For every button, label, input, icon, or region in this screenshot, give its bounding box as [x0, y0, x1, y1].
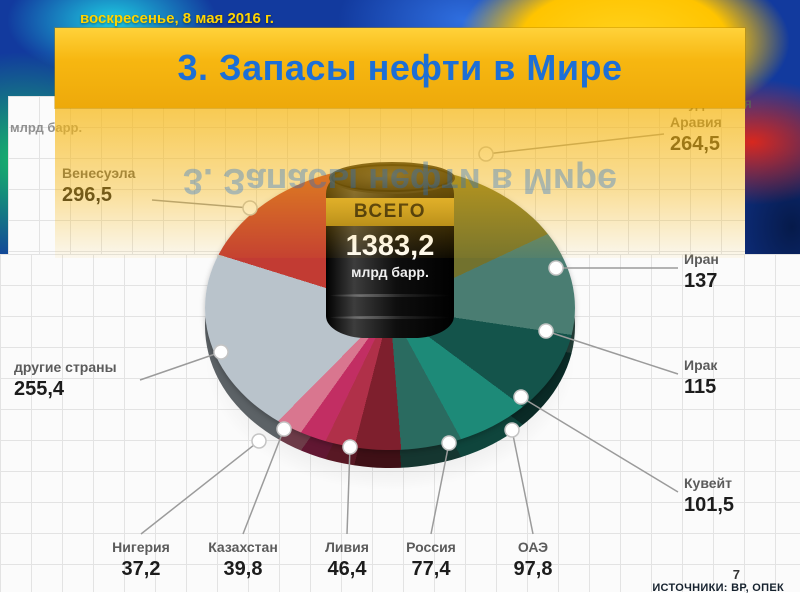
callout-marker-russia	[441, 435, 457, 451]
callout-marker-libya	[342, 439, 358, 455]
callout-line-uae	[511, 429, 534, 535]
label-others-value: 255,4	[14, 378, 65, 400]
slide-title: 3. Запасы нефти в Мире	[177, 47, 623, 88]
label-kazakhstan-value: 39,8	[223, 558, 263, 580]
callout-line-others	[139, 351, 222, 381]
barrel-rib	[329, 316, 451, 319]
label-libya: Ливия 46,4	[302, 538, 392, 581]
callout-marker-kuwait	[513, 389, 529, 405]
callout-marker-uae	[504, 422, 520, 438]
slide-date: воскресенье, 8 мая 2016 г.	[80, 10, 274, 27]
barrel-rib	[329, 294, 451, 297]
label-iraq-name: Ирак	[684, 357, 718, 373]
callout-line-nigeria	[140, 440, 260, 535]
label-kuwait-name: Кувейт	[684, 475, 733, 491]
callout-line-russia	[430, 442, 450, 535]
label-libya-name: Ливия	[325, 539, 369, 555]
label-kazakhstan: Казахстан 39,8	[198, 538, 288, 581]
barrel-total-unit: млрд барр.	[351, 264, 429, 280]
label-uae: ОАЭ 97,8	[488, 538, 578, 581]
label-russia-value: 77,4	[411, 558, 451, 580]
label-others-name: другие страны	[14, 359, 117, 375]
callout-marker-kazakhstan	[276, 421, 292, 437]
slide-title-reflection: 3. Запасы нефти в Мире	[183, 161, 617, 202]
label-russia: Россия 77,4	[386, 538, 476, 581]
label-iran-value: 137	[684, 270, 718, 292]
label-nigeria-name: Нигерия	[112, 539, 170, 555]
page-number: 7	[732, 567, 740, 582]
label-uae-name: ОАЭ	[517, 539, 549, 555]
callout-line-libya	[346, 446, 351, 535]
callout-marker-nigeria	[251, 433, 267, 449]
callout-line-kazakhstan	[242, 428, 285, 535]
callout-marker-iraq	[538, 323, 554, 339]
label-kazakhstan-name: Казахстан	[208, 539, 278, 555]
label-nigeria: Нигерия 37,2	[96, 538, 186, 581]
callout-line-kuwait	[520, 396, 679, 493]
callout-line-iraq	[545, 330, 679, 375]
label-libya-value: 46,4	[327, 558, 367, 580]
title-banner-reflection: 3. Запасы нефти в Мире	[55, 108, 745, 258]
label-kuwait-value: 101,5	[684, 494, 735, 516]
callout-marker-iran	[548, 260, 564, 276]
label-kuwait: Кувейт 101,5	[684, 474, 776, 517]
label-uae-value: 97,8	[513, 558, 553, 580]
label-iraq: Ирак 115	[684, 356, 776, 399]
label-nigeria-value: 37,2	[121, 558, 161, 580]
label-russia-name: Россия	[406, 539, 456, 555]
title-banner: 3. Запасы нефти в Мире	[55, 28, 745, 108]
callout-marker-others	[213, 344, 229, 360]
label-others: другие страны 255,4	[14, 358, 117, 401]
label-iraq-value: 115	[684, 376, 717, 398]
sources-note: ИСТОЧНИКИ: BP, ОПЕК	[652, 582, 784, 594]
